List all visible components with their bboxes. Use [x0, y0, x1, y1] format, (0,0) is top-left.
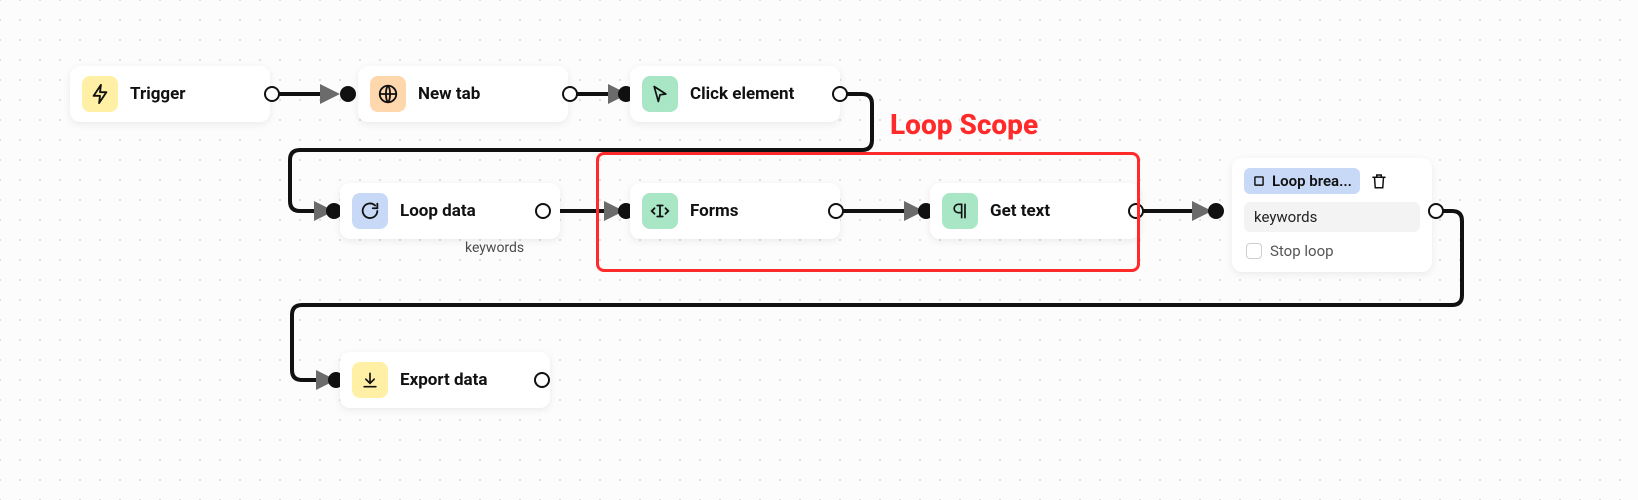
node-label: Click element — [690, 84, 794, 104]
loop-break-badge: Loop brea... — [1244, 168, 1360, 194]
node-sublabel: keywords — [465, 240, 524, 256]
cursor-icon — [642, 76, 678, 112]
loop-break-header: Loop brea... — [1244, 168, 1420, 194]
port-out[interactable] — [264, 86, 280, 102]
refresh-icon — [352, 193, 388, 229]
port-out[interactable] — [832, 86, 848, 102]
port-out[interactable] — [562, 86, 578, 102]
port-out[interactable] — [1128, 203, 1144, 219]
node-click-element[interactable]: Click element — [630, 66, 840, 122]
port-out[interactable] — [535, 203, 551, 219]
port-in[interactable] — [340, 86, 356, 102]
node-label: Forms — [690, 201, 738, 221]
node-label: Loop data — [400, 201, 476, 221]
node-label: New tab — [418, 84, 480, 104]
node-loop-data[interactable]: Loop data — [340, 183, 560, 239]
stop-loop-option[interactable]: Stop loop — [1244, 240, 1420, 262]
node-new-tab[interactable]: New tab — [358, 66, 568, 122]
node-forms[interactable]: Forms — [630, 183, 840, 239]
port-out[interactable] — [534, 372, 550, 388]
loop-scope-label: Loop Scope — [890, 108, 1038, 141]
globe-icon — [370, 76, 406, 112]
node-label: Export data — [400, 370, 488, 390]
stop-loop-label: Stop loop — [1270, 242, 1334, 260]
node-export-data[interactable]: Export data — [340, 352, 550, 408]
loop-break-item[interactable]: keywords — [1244, 202, 1420, 232]
node-label: Trigger — [130, 84, 186, 104]
loop-break-badge-text: Loop brea... — [1272, 172, 1352, 190]
node-loop-break[interactable]: Loop brea... keywords Stop loop — [1232, 158, 1432, 272]
node-label: Get text — [990, 201, 1050, 221]
port-out[interactable] — [1428, 203, 1444, 219]
port-in[interactable] — [1208, 203, 1224, 219]
bolt-icon — [82, 76, 118, 112]
port-out[interactable] — [828, 203, 844, 219]
node-get-text[interactable]: Get text — [930, 183, 1140, 239]
download-icon — [352, 362, 388, 398]
checkbox-icon[interactable] — [1246, 243, 1262, 259]
forms-icon — [642, 193, 678, 229]
delete-button[interactable] — [1368, 170, 1390, 192]
paragraph-icon — [942, 193, 978, 229]
node-trigger[interactable]: Trigger — [70, 66, 270, 122]
